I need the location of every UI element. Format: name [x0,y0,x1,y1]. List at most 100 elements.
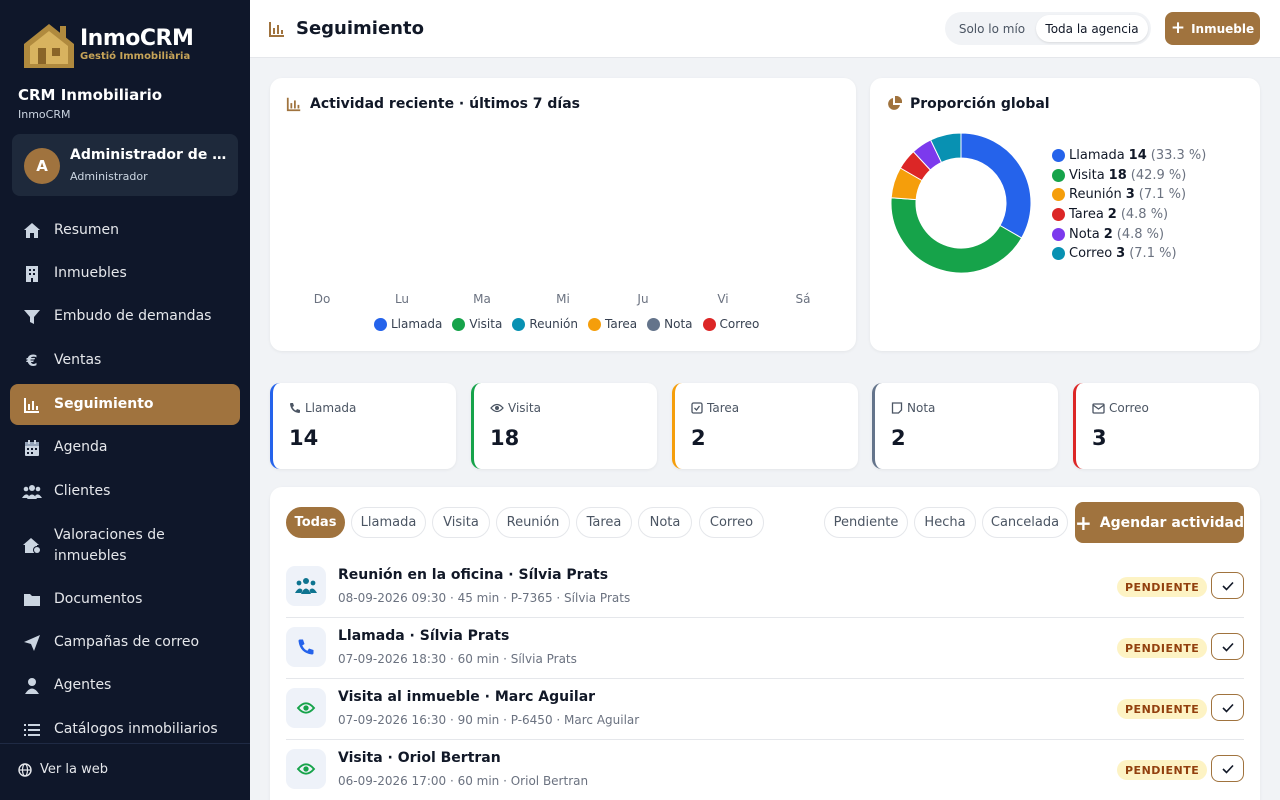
activity-title: Llamada · Sílvia Prats [338,628,510,644]
org-name: CRM Inmobiliario [18,86,163,104]
legend-item[interactable]: Nota [647,317,693,331]
list-icon [22,720,42,740]
filter-status-cancelada[interactable]: Cancelada [982,507,1068,538]
mark-done-button[interactable] [1211,694,1244,721]
legend-swatch [647,317,661,331]
stat-value: 14 [289,426,319,450]
sidebar-item-embudo[interactable]: Embudo de demandas [10,296,240,337]
legend-label: Correo [719,317,760,331]
activity-person-link[interactable]: Marc Aguilar [564,713,640,727]
filter-type-nota[interactable]: Nota [638,507,692,538]
user-card[interactable]: A Administrador de Demo Administrador [12,134,238,196]
legend-item[interactable]: Correo [702,317,760,331]
filter-icon [22,307,42,327]
legend-swatch [702,317,716,331]
activity-person-link[interactable]: Sílvia Prats [510,652,577,666]
filter-status-hecha[interactable]: Hecha [914,507,976,538]
mark-done-button[interactable] [1211,633,1244,660]
activity-row[interactable]: Visita al inmueble · Marc Aguilar 07-09-… [286,679,1244,740]
filter-type-llamada[interactable]: Llamada [351,507,426,538]
activity-row[interactable]: Llamada · Sílvia Prats 07-09-2026 18:30 … [286,618,1244,679]
scope-mine-button[interactable]: Solo lo mío [958,21,1026,36]
sidebar-item-resumen[interactable]: Resumen [10,210,240,251]
activity-row[interactable]: Reunión en la oficina · Sílvia Prats 08-… [286,557,1244,618]
stat-label: Visita [490,401,541,415]
legend-swatch [452,317,466,331]
note-icon [891,402,903,414]
activity-chart-card: Actividad reciente · últimos 7 días [270,78,856,351]
activity-title: Visita al inmueble · Marc Aguilar [338,689,596,705]
sidebar-item-ventas[interactable]: € Ventas [10,340,240,381]
sidebar-item-label: Clientes [54,483,111,499]
stat-label: Llamada [289,401,356,415]
x-tick-label: Do [313,292,331,306]
scope-agency-button[interactable]: Toda la agencia [1036,15,1148,42]
stat-value: 18 [490,426,520,450]
top-header: Seguimiento Solo lo mío Toda la agencia … [250,0,1280,58]
sidebar-item-label: Valoraciones de inmuebles [54,527,165,564]
donut-slice-llamada[interactable] [960,132,1032,239]
legend-label: Tarea [605,317,638,331]
activity-meta: 07-09-2026 16:30 · 90 min · P-6450 · Mar… [338,713,639,727]
sidebar-item-label: Agenda [54,439,108,455]
sidebar-item-label: Seguimiento [54,396,154,412]
sidebar-item-documentos[interactable]: Documentos [10,579,240,620]
user-name: Administrador de Demo [70,147,230,163]
mark-done-button[interactable] [1211,755,1244,782]
legend-item[interactable]: Reunión [512,317,578,331]
schedule-activity-button[interactable]: + Agendar actividad [1075,502,1244,543]
legend-swatch [1052,247,1065,261]
eye-icon [286,688,326,728]
donut-legend-item: Nota 2 (4.8 %) [1052,224,1206,244]
sidebar-item-catalogos[interactable]: Catálogos inmobiliarios [10,709,240,750]
legend-percent: (4.8 %) [1120,207,1169,223]
chart-icon [269,21,284,37]
proportion-title: Proporción global [886,96,1050,112]
stat-label: Correo [1092,401,1149,415]
sidebar-item-agenda[interactable]: Agenda [10,427,240,468]
legend-percent: (7.1 %) [1138,187,1187,203]
activity-person-link[interactable]: Oriol Bertran [510,774,589,788]
mark-done-button[interactable] [1211,572,1244,599]
x-tick-label: Ju [637,292,649,306]
org-subtitle: InmoCRM [18,108,71,121]
globe-icon [18,762,32,777]
filter-type-visita[interactable]: Visita [432,507,490,538]
activity-meta: 07-09-2026 18:30 · 60 min · Sílvia Prats [338,652,577,666]
filter-status-pendiente[interactable]: Pendiente [824,507,908,538]
legend-swatch [1052,208,1065,222]
sidebar-item-clientes[interactable]: Clientes [10,471,240,512]
filter-type-todas[interactable]: Todas [286,507,345,538]
schedule-activity-label: Agendar actividad [1099,514,1244,531]
legend-item[interactable]: Visita [452,317,502,331]
chart-icon [22,395,42,415]
sidebar-item-valoraciones[interactable]: Valoraciones de inmuebles [10,522,240,570]
brand-subtitle: Gestió Immobiliària [80,51,191,62]
donut-slice-correo[interactable] [929,132,962,164]
sidebar-item-label: Campañas de correo [54,634,200,650]
donut-slice-visita[interactable] [890,197,1023,274]
sidebar-item-campanas[interactable]: Campañas de correo [10,622,240,663]
activity-person-link[interactable]: Sílvia Prats [564,591,631,605]
sidebar-item-seguimiento[interactable]: Seguimiento [10,384,240,425]
view-website-link[interactable]: Ver la web [18,762,108,777]
donut-legend-item: Correo 3 (7.1 %) [1052,244,1206,264]
legend-value: 3 [1125,187,1135,203]
filter-type-tarea[interactable]: Tarea [576,507,632,538]
sidebar: InmoCRM Gestió Immobiliària CRM Inmobili… [0,0,250,800]
plus-icon: + [1170,18,1186,38]
check-icon [1221,764,1234,774]
legend-item[interactable]: Tarea [588,317,637,331]
add-property-button[interactable]: + Inmueble [1165,12,1260,45]
brand-logo[interactable]: InmoCRM Gestió Immobiliària [20,18,194,72]
check-icon [1221,642,1234,652]
phone-icon [290,403,300,413]
activity-row[interactable]: Visita · Oriol Bertran 06-09-2026 17:00 … [286,740,1244,800]
stat-value: 2 [691,426,706,450]
sidebar-item-agentes[interactable]: Agentes [10,665,240,706]
legend-item[interactable]: Llamada [374,317,442,331]
filter-type-reunion[interactable]: Reunión [496,507,570,538]
check-icon [1221,581,1234,591]
sidebar-item-inmuebles[interactable]: Inmuebles [10,253,240,294]
filter-type-correo[interactable]: Correo [699,507,764,538]
